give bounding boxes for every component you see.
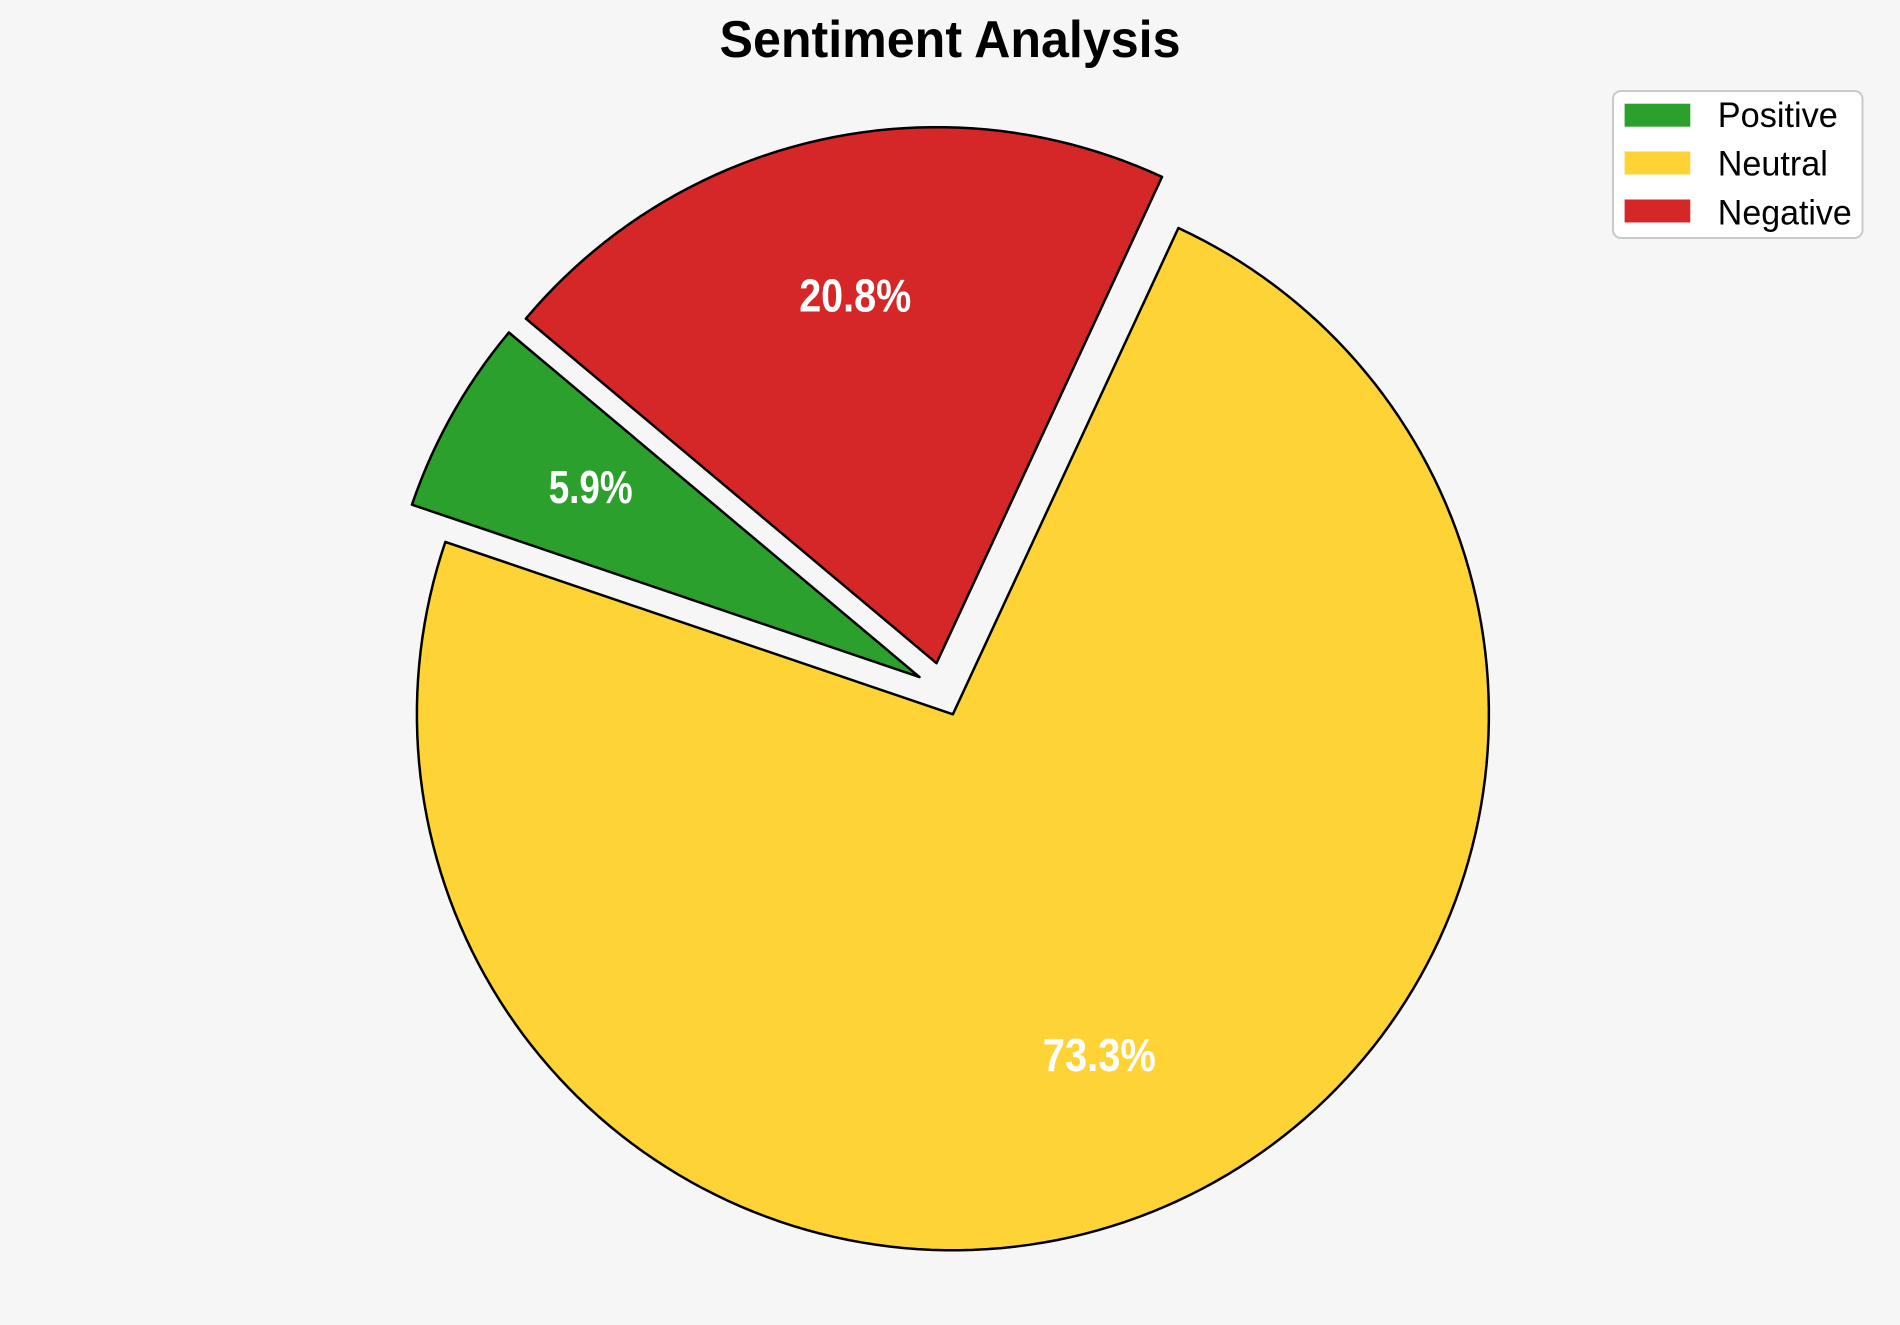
- svg-text:Negative: Negative: [1718, 193, 1852, 232]
- svg-text:Neutral: Neutral: [1718, 145, 1828, 184]
- svg-text:Sentiment Analysis: Sentiment Analysis: [720, 10, 1181, 68]
- svg-text:20.8%: 20.8%: [799, 270, 911, 322]
- svg-text:73.3%: 73.3%: [1043, 1029, 1156, 1081]
- svg-text:5.9%: 5.9%: [549, 461, 633, 513]
- svg-text:Positive: Positive: [1718, 96, 1838, 135]
